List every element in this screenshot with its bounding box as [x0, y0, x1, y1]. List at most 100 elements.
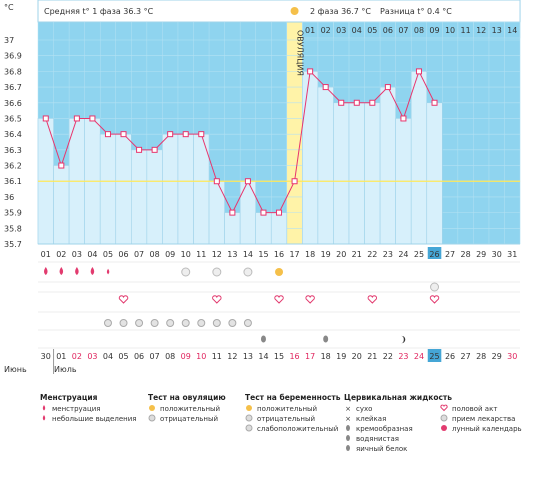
ovulation-label: ОВУЛЯЦИЯ [296, 30, 305, 76]
calendar-date: 24 [414, 352, 424, 361]
phase2-day-label: 13 [492, 26, 502, 35]
medication-icon [212, 319, 221, 327]
medication-icon [181, 319, 190, 327]
calendar-date: 19 [336, 352, 346, 361]
intercourse-heart-icon [429, 295, 440, 304]
y-tick-label: 36.4 [4, 130, 22, 139]
cycle-day-label: 30 [492, 250, 502, 259]
temperature-bar [162, 133, 179, 245]
temperature-bar [379, 86, 396, 245]
temperature-point [338, 99, 345, 106]
cycle-day-label: 11 [196, 250, 206, 259]
y-tick-label: 36.3 [4, 146, 22, 155]
y-tick-label: 35.8 [4, 224, 22, 233]
calendar-date: 26 [445, 352, 455, 361]
pregnancy-test-negative-icon [430, 282, 440, 292]
cycle-day-label: 21 [352, 250, 362, 259]
intercourse-heart-icon [212, 295, 222, 304]
phase2-day-label: 12 [476, 26, 486, 35]
y-tick-label: 36.2 [4, 162, 22, 171]
cycle-day-label: 10 [181, 250, 191, 259]
legend-pregnancy-item: отрицательный [257, 415, 315, 423]
temperature-bar [317, 86, 334, 245]
phase2-day-label: 05 [367, 26, 377, 35]
temperature-bar [53, 165, 70, 245]
medication-icon [166, 319, 175, 327]
cycle-day-label: 31 [507, 250, 517, 259]
legend-other-item: прием лекарства [452, 415, 515, 423]
temperature-point [213, 178, 220, 185]
legend-fluid-item: сухо [356, 405, 372, 413]
calendar-date: 17 [305, 352, 315, 361]
cycle-day-label: 07 [134, 250, 144, 259]
temperature-point [322, 84, 329, 91]
phase2-day-label: 01 [305, 26, 315, 35]
legend-grey-icon [148, 414, 156, 422]
cycle-day-label: 18 [305, 250, 315, 259]
legend-pregnancy-title: Тест на беременность [245, 393, 341, 402]
calendar-date: 21 [367, 352, 377, 361]
header-bar [37, 0, 521, 23]
ovulation-sun-icon [290, 7, 299, 15]
phase2-day-label: 10 [445, 26, 455, 35]
calendar-date: 18 [321, 352, 331, 361]
month-next-label: Июль [54, 365, 77, 374]
temperature-point [400, 115, 407, 122]
cycle-day-label: 04 [87, 250, 97, 259]
temperature-point [260, 209, 267, 216]
calendar-date: 02 [72, 352, 82, 361]
legend-heart-icon [440, 404, 448, 412]
phase2-day-label: 14 [507, 26, 517, 35]
temperature-point [291, 178, 298, 185]
current-date-highlight [427, 349, 442, 362]
temperature-point [353, 99, 360, 106]
current-day-highlight [427, 247, 442, 259]
phase2-day-label: 09 [429, 26, 439, 35]
medication-icon [119, 319, 128, 327]
temperature-bar [364, 102, 381, 245]
legend-sun-icon [149, 405, 155, 411]
y-tick-label: 36.8 [4, 67, 22, 76]
y-tick-label: 35.7 [4, 240, 22, 249]
calendar-date: 28 [476, 352, 486, 361]
phase2-day-label: 08 [414, 26, 424, 35]
month-prev-label: Июнь [4, 365, 27, 374]
temperature-point [384, 84, 391, 91]
cycle-day-label: 16 [274, 250, 284, 259]
medication-icon [135, 319, 144, 327]
calendar-date: 20 [352, 352, 362, 361]
phase2-day-label: 04 [352, 26, 362, 35]
temperature-bar [239, 180, 256, 245]
y-tick-label: 35.9 [4, 209, 22, 218]
legend-grey-icon [440, 414, 448, 422]
phase2-day-label: 06 [383, 26, 393, 35]
legend-other-item: лунный календарь [452, 425, 522, 433]
legend-sun-icon [246, 405, 252, 411]
temperature-point [58, 162, 65, 169]
y-unit-label: °C [4, 3, 14, 12]
legend-x-icon: × [345, 415, 351, 423]
intercourse-heart-icon [305, 295, 315, 304]
cycle-day-label: 17 [289, 250, 299, 259]
temperature-point [120, 131, 127, 138]
phase2-day-label: 02 [321, 26, 331, 35]
legend-ovulation-title: Тест на овуляцию [148, 393, 226, 402]
calendar-date: 23 [398, 352, 408, 361]
cycle-day-label: 22 [367, 250, 377, 259]
y-tick-label: 36.1 [4, 177, 22, 186]
y-tick-label: 36.6 [4, 99, 22, 108]
temperature-bar [224, 212, 241, 245]
phase2-day-label: 07 [398, 26, 408, 35]
temperature-bar [146, 149, 163, 245]
calendar-date: 03 [87, 352, 97, 361]
calendar-date: 15 [274, 352, 284, 361]
menstruation-drop-icon [75, 267, 79, 275]
intercourse-heart-icon [118, 295, 129, 304]
legend-menstruation-title: Менструация [40, 393, 98, 402]
temperature-bar [115, 133, 132, 245]
cycle-day-label: 09 [165, 250, 175, 259]
legend-drop-icon [42, 415, 46, 421]
temperature-bar [348, 102, 365, 245]
cycle-day-label: 24 [398, 250, 408, 259]
calendar-date: 30 [507, 352, 517, 361]
